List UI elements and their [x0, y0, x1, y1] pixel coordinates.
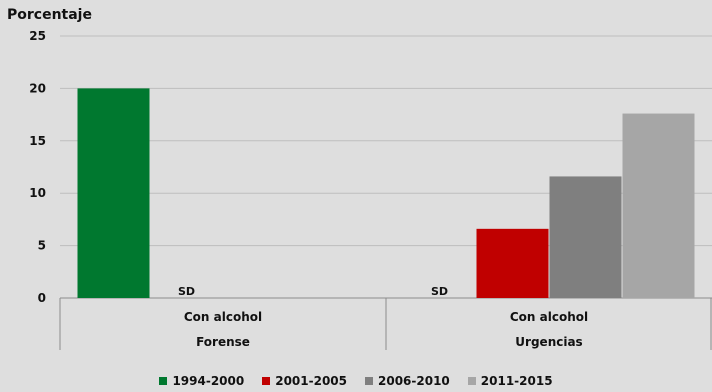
y-tick-label: 15: [29, 134, 46, 148]
legend-item: 2001-2005: [262, 374, 347, 388]
legend-item: 1994-2000: [159, 374, 244, 388]
missing-data-label: SD: [431, 285, 448, 298]
y-axis-title: Porcentaje: [7, 7, 92, 23]
legend: 1994-2000 2001-2005 2006-2010 2011-2015: [0, 374, 712, 388]
y-tick-label: 10: [29, 186, 46, 200]
group-label: Forense: [196, 335, 250, 349]
legend-item: 2011-2015: [467, 374, 553, 388]
legend-label: 2006-2010: [378, 374, 450, 388]
legend-item: 2006-2010: [365, 374, 450, 388]
group-label: Urgencias: [515, 335, 582, 349]
y-tick-label: 5: [38, 239, 46, 253]
missing-data-label: SD: [178, 285, 195, 298]
category-label: Con alcohol: [510, 310, 588, 324]
legend-swatch: [467, 377, 476, 385]
legend-label: 1994-2000: [172, 374, 245, 388]
bar: [476, 228, 549, 298]
legend-swatch: [262, 377, 271, 385]
bar: [77, 88, 150, 299]
legend-swatch: [159, 377, 168, 385]
legend-label: 2011-2015: [480, 374, 553, 388]
bar: [622, 113, 695, 298]
bar: [549, 176, 622, 298]
legend-swatch: [365, 377, 373, 385]
y-tick-label: 0: [38, 291, 46, 305]
category-label: Con alcohol: [184, 310, 262, 324]
legend-label: 2001-2005: [275, 374, 347, 388]
y-tick-label: 25: [29, 29, 46, 43]
y-tick-label: 20: [29, 81, 46, 95]
